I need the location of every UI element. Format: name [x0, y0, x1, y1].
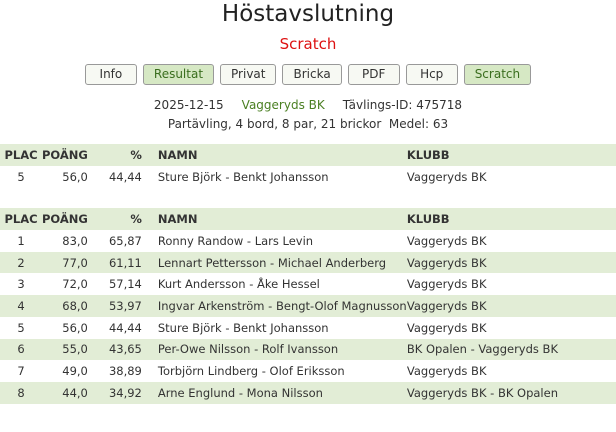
table-row: 1 83,0 65,87 Ronny Randow - Lars Levin Vagge… [0, 230, 616, 252]
cell-place: 5 [17, 169, 25, 184]
cell-club: Vaggeryds BK [406, 364, 487, 379]
cell-club: Vaggeryds BK [406, 233, 487, 248]
button-info[interactable]: Info [84, 64, 137, 85]
table-row: 7 49,0 38,89 Torbjörn Lindberg - Olof Eriks… [0, 360, 616, 382]
cell-club: Vaggeryds BK - BK Opalen [406, 385, 558, 400]
table-row: 5 56,0 44,44 Sture Björk - Benkt Johansson V… [0, 317, 616, 339]
cell-points: 83,0 [62, 233, 88, 248]
competition-info: 2025-12-15 Vaggeryds BK Tävlings-ID: 47571… [0, 96, 616, 134]
competition-details: Partävling, 4 bord, 8 par, 21 brickor [167, 117, 382, 131]
cell-club: Vaggeryds BK [406, 320, 487, 335]
cell-name: Lennart Pettersson - Michael Anderberg [157, 255, 387, 270]
cell-points: 72,0 [62, 277, 88, 292]
button-resultat[interactable]: Resultat [142, 64, 215, 85]
cell-name: Ronny Randow - Lars Levin [157, 233, 314, 248]
page-subtitle: Scratch [279, 35, 337, 53]
cell-name: Per-Owe Nilsson - Rolf Ivansson [157, 342, 339, 357]
cell-place: 8 [17, 385, 25, 400]
cell-percent: 44,44 [108, 320, 142, 335]
cell-club: BK Opalen - Vaggeryds BK [406, 342, 558, 357]
cell-club: Vaggeryds BK [406, 255, 487, 270]
button-pdf[interactable]: PDF [347, 64, 400, 85]
cell-place: 3 [17, 277, 25, 292]
column-header[interactable]: KLUBB [406, 147, 450, 162]
cell-place: 1 [17, 233, 25, 248]
button-bricka[interactable]: Bricka [282, 64, 342, 85]
column-header[interactable]: PLAC [4, 212, 38, 227]
cell-percent: 34,92 [108, 385, 142, 400]
button-scratch[interactable]: Scratch [463, 64, 532, 85]
cell-name: Arne Englund - Mona Nilsson [157, 385, 323, 400]
cell-name: Sture Björk - Benkt Johansson [157, 320, 329, 335]
cell-name: Kurt Andersson - Åke Hessel [157, 277, 320, 292]
cell-points: 77,0 [62, 255, 88, 270]
cell-percent: 44,44 [108, 169, 142, 184]
nav-buttons: Info Resultat Privat Bricka PDF Hcp Scratch [0, 64, 616, 85]
column-header[interactable]: KLUBB [406, 212, 450, 227]
page-title: Höstavslutning [221, 1, 395, 27]
cell-points: 68,0 [62, 298, 88, 313]
cell-name: Torbjörn Lindberg - Olof Eriksson [157, 364, 345, 379]
cell-percent: 43,65 [108, 342, 142, 357]
cell-percent: 65,87 [108, 233, 142, 248]
column-header[interactable]: POÄNG [42, 147, 88, 162]
cell-place: 6 [17, 342, 25, 357]
cell-percent: 53,97 [108, 298, 142, 313]
cell-place: 2 [17, 255, 25, 270]
cell-name: Ingvar Arkenström - Bengt-Olof Magnusson [157, 298, 407, 313]
table-row: 6 55,0 43,65 Per-Owe Nilsson - Rolf Ivansso… [0, 338, 616, 361]
cell-club: Vaggeryds BK [406, 277, 487, 292]
button-privat[interactable]: Privat [220, 64, 277, 85]
cell-percent: 61,11 [108, 255, 142, 270]
cell-name: Sture Björk - Benkt Johansson [157, 169, 329, 184]
button-hcp[interactable]: Hcp [405, 64, 458, 85]
cell-points: 49,0 [62, 364, 88, 379]
cell-points: 55,0 [62, 342, 88, 357]
column-header[interactable]: POÄNG [42, 212, 88, 227]
table-header: PLAC POÄNG% NAMN KLUBB [0, 208, 616, 231]
column-header[interactable]: % [130, 147, 142, 162]
cell-club: Vaggeryds BK [406, 298, 487, 313]
table-row: 8 44,0 34,92 Arne Englund - Mona Nilsson Vag… [0, 381, 616, 404]
table-header: PLAC POÄNG% NAMN KLUBB [0, 144, 616, 166]
cell-place: 5 [17, 320, 25, 335]
cell-percent: 38,89 [108, 364, 142, 379]
cell-club: Vaggeryds BK [406, 169, 487, 184]
competition-id: Tävlings-ID: 475718 [342, 98, 463, 112]
column-header[interactable]: NAMN [157, 147, 198, 162]
table-row: 4 68,0 53,97 Ingvar Arkenström - Bengt-Olof… [0, 295, 616, 317]
cell-place: 7 [17, 364, 25, 379]
results-table: PLAC POÄNG% NAMN KLUBB 1 83,0 65,87 Ronny Rando… [0, 208, 616, 404]
average: Medel: 63 [388, 117, 449, 131]
date: 2025-12-15 [153, 98, 224, 112]
column-header[interactable]: PLAC [4, 147, 38, 162]
cell-place: 4 [17, 298, 25, 313]
table-row: 5 56,0 44,44 Sture Björk - Benkt Johansson V… [0, 166, 616, 188]
table-row: 3 72,0 57,14 Kurt Andersson - Åke Hessel Vag… [0, 273, 616, 295]
cell-points: 56,0 [62, 169, 88, 184]
cell-points: 56,0 [62, 320, 88, 335]
cell-points: 44,0 [62, 385, 88, 400]
column-header[interactable]: % [130, 212, 142, 227]
table-row: 2 77,0 61,11 Lennart Pettersson - Michael A… [0, 251, 616, 274]
column-header[interactable]: NAMN [157, 212, 198, 227]
highlight-table: PLAC POÄNG% NAMN KLUBB 5 56,0 44,44 Sture Björk… [0, 144, 616, 187]
cell-percent: 57,14 [108, 277, 142, 292]
club-link[interactable]: Vaggeryds BK [241, 98, 325, 112]
